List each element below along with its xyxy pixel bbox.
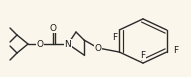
Text: N: N xyxy=(65,40,71,49)
Text: O: O xyxy=(95,44,101,53)
Text: F: F xyxy=(173,46,178,55)
Text: F: F xyxy=(140,51,146,60)
Text: O: O xyxy=(49,23,57,32)
Text: F: F xyxy=(112,33,117,42)
Text: O: O xyxy=(36,40,44,49)
